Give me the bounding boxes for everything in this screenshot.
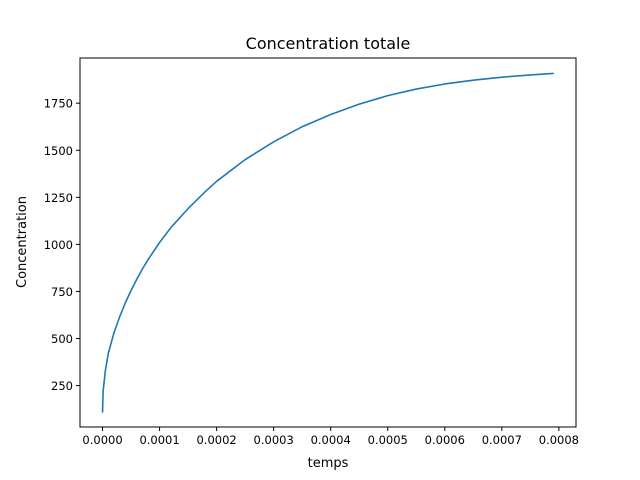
y-axis-label: Concentration — [15, 196, 30, 288]
y-tick-label: 1500 — [44, 144, 73, 158]
x-tick-label: 0.0004 — [311, 433, 351, 447]
x-tick-label: 0.0000 — [82, 433, 122, 447]
plot-frame — [79, 57, 577, 428]
x-axis-label: temps — [308, 456, 349, 471]
x-tick-label: 0.0005 — [368, 433, 408, 447]
y-axis: 250 500 750 1000 1250 1500 1750 — [44, 97, 80, 393]
x-tick-label: 0.0006 — [425, 433, 465, 447]
y-tick-label: 750 — [51, 285, 73, 299]
y-tick-label: 1250 — [44, 191, 73, 205]
chart-title: Concentration totale — [246, 34, 411, 53]
y-tick-label: 1750 — [44, 97, 73, 111]
x-tick-label: 0.0003 — [254, 433, 294, 447]
series-layer — [101, 72, 554, 413]
x-axis: 0.0000 0.0001 0.0002 0.0003 0.0004 0.0005 0.00… — [82, 427, 579, 447]
x-tick-label: 0.0002 — [196, 433, 236, 447]
y-tick-label: 1000 — [44, 238, 73, 252]
y-tick-label: 500 — [51, 332, 73, 346]
x-tick-label: 0.0008 — [539, 433, 579, 447]
x-tick-label: 0.0001 — [139, 433, 179, 447]
y-tick-label: 250 — [51, 379, 73, 393]
x-tick-label: 0.0007 — [482, 433, 522, 447]
series-line-0 — [101, 72, 554, 413]
